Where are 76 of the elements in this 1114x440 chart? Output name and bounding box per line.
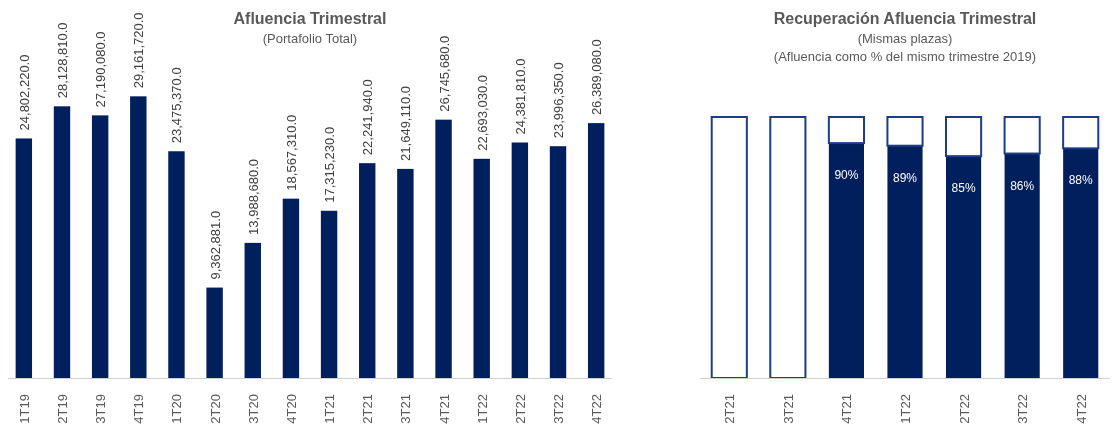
- bar: [206, 287, 223, 378]
- data-label: 28,128,810.0: [54, 22, 70, 99]
- x-tick-label: 1T20: [169, 394, 185, 424]
- x-tick-label: 4T21: [436, 394, 452, 424]
- data-label: 24,802,220.0: [16, 54, 32, 131]
- data-label: 90%: [834, 168, 859, 183]
- x-tick-label: 3T21: [398, 394, 414, 424]
- bar: [1004, 153, 1040, 378]
- data-label: 86%: [1010, 178, 1035, 193]
- x-tick-label: 3T21: [780, 394, 796, 424]
- data-label: 23,475,370.0: [169, 67, 185, 144]
- chart-subtitle: (Mismas plazas) (Afluencia como % del mismo trimestre 2019): [773, 31, 1037, 64]
- data-label: 21,649,110.0: [398, 85, 414, 161]
- data-label: 22,241,940.0: [360, 79, 376, 156]
- bar: [320, 210, 338, 378]
- bar: [473, 158, 490, 378]
- bar: [130, 96, 147, 378]
- x-tick-label: 4T20: [283, 394, 299, 424]
- data-label: 24,381,810.0: [512, 58, 528, 135]
- x-tick-label: 4T21: [839, 394, 855, 424]
- bar: [244, 242, 261, 378]
- bar: [886, 116, 924, 147]
- data-label: 18,567,310.0: [283, 114, 299, 191]
- x-tick-label: 2T22: [512, 394, 528, 424]
- x-tick-label: 4T22: [1073, 394, 1089, 424]
- chart-subtitle: (Portafolio Total): [262, 31, 358, 46]
- data-label: 22,693,030.0: [474, 74, 490, 151]
- bar: [587, 123, 605, 378]
- bar: [359, 163, 376, 378]
- bar: [53, 106, 71, 378]
- bar: [1003, 116, 1041, 155]
- bar: [710, 116, 748, 379]
- x-tick-label: 1T19: [16, 394, 32, 424]
- bar: [769, 116, 807, 379]
- x-tick-label: 3T22: [1015, 394, 1031, 424]
- data-label: 9,362,881.0: [207, 210, 223, 280]
- data-label: 26,389,080.0: [589, 39, 605, 116]
- data-label: 26,745,680.0: [436, 35, 452, 112]
- data-label: 23,996,350.0: [551, 62, 567, 139]
- data-label: 17,315,230.0: [322, 126, 338, 203]
- x-tick-label: 3T20: [245, 394, 261, 424]
- x-tick-label: 2T22: [956, 394, 972, 424]
- x-tick-label: 4T19: [131, 394, 147, 424]
- x-tick-label: 2T21: [360, 394, 376, 424]
- data-label: 29,161,720.0: [131, 12, 147, 89]
- chart-title: Recuperación Afluencia Trimestral: [773, 10, 1037, 27]
- data-label: 85%: [951, 181, 976, 196]
- x-tick-label: 2T19: [54, 394, 70, 424]
- bar: [549, 146, 567, 378]
- x-tick-label: 2T20: [207, 394, 223, 424]
- x-tick-label: 1T22: [474, 394, 490, 424]
- bar: [827, 116, 865, 145]
- bar: [91, 115, 109, 378]
- bar: [435, 119, 452, 378]
- bar: [887, 145, 923, 378]
- x-tick-label: 4T22: [589, 394, 605, 424]
- data-label: 88%: [1068, 173, 1094, 188]
- bar: [511, 142, 529, 378]
- bar: [1062, 116, 1100, 150]
- x-tick-label: 3T19: [93, 394, 109, 424]
- data-label: 27,190,080.0: [93, 31, 109, 108]
- x-tick-label: 1T22: [898, 394, 913, 424]
- bar: [282, 198, 300, 378]
- bar: [946, 156, 982, 378]
- data-label: 89%: [892, 170, 918, 185]
- chart-title: Afluencia Trimestral: [233, 10, 387, 27]
- bar: [168, 151, 185, 378]
- bar: [828, 143, 864, 378]
- bar: [15, 138, 33, 378]
- x-tick-label: 3T22: [551, 394, 567, 424]
- bar: [1063, 148, 1099, 378]
- x-tick-label: 2T21: [722, 394, 738, 424]
- bar: [397, 168, 414, 378]
- bar: [945, 116, 983, 158]
- data-label: 13,988,680.0: [245, 158, 261, 235]
- x-tick-label: 1T21: [322, 394, 338, 424]
